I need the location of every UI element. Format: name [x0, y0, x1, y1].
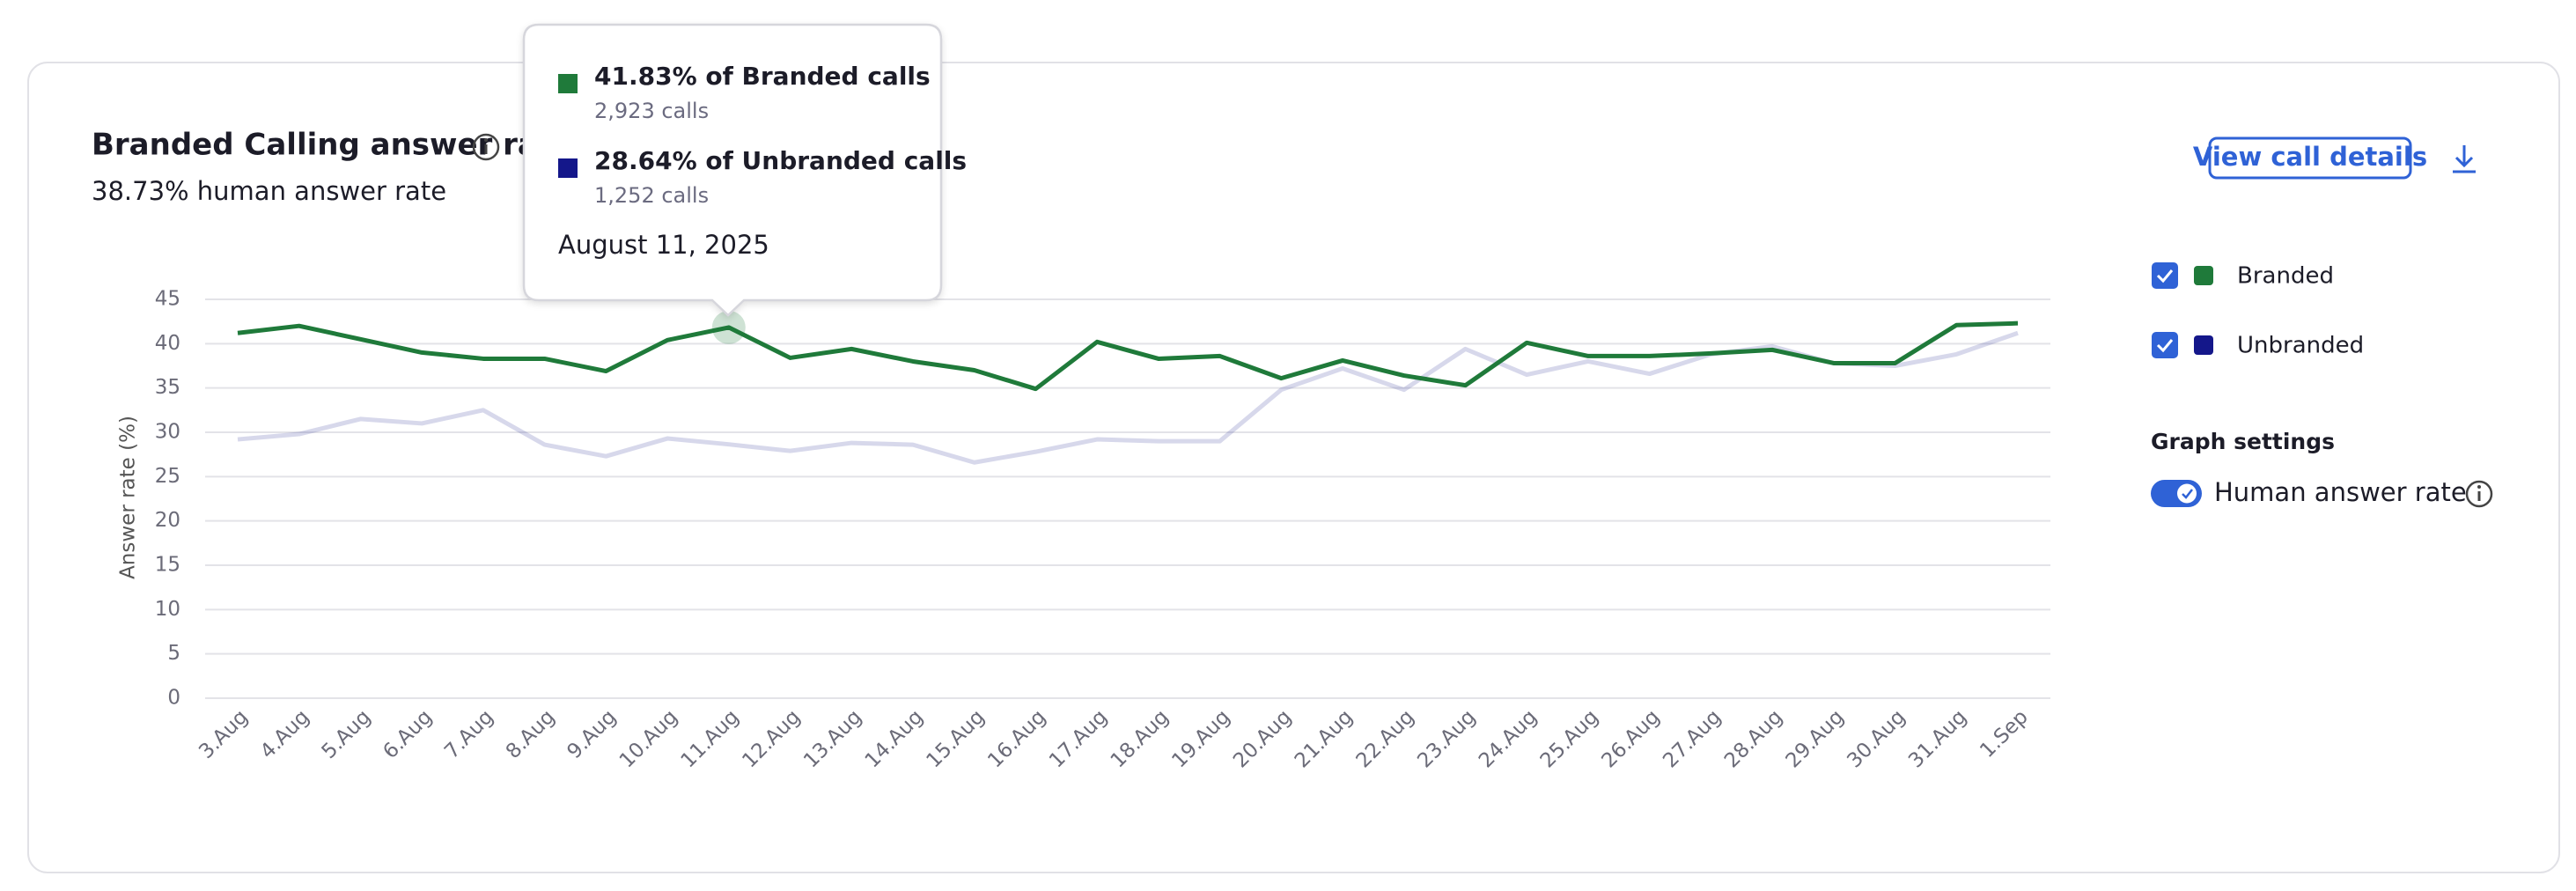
checkbox[interactable]	[2152, 332, 2178, 358]
checkmark	[2156, 269, 2174, 284]
legend-swatch	[2194, 335, 2213, 355]
y-tick-label: 15	[155, 554, 180, 577]
checkbox[interactable]	[2152, 262, 2178, 289]
y-tick-label: 5	[167, 642, 180, 665]
y-tick-label: 20	[155, 509, 180, 532]
tooltip-swatch	[558, 74, 578, 93]
settings-title: Graph settings	[2151, 429, 2335, 454]
tooltip-label: 28.64% of Unbranded calls	[594, 146, 967, 175]
y-tick-label: 45	[155, 288, 180, 311]
y-tick-label: 10	[155, 598, 180, 621]
legend-item[interactable]: Branded	[2152, 262, 2334, 290]
legend-label: Branded	[2237, 263, 2334, 290]
tooltip-sub: 2,923 calls	[594, 99, 709, 123]
y-tick-label: 0	[167, 687, 180, 710]
y-tick-label: 40	[155, 332, 180, 355]
y-axis-title: Answer rate (%)	[117, 416, 140, 579]
y-tick-label: 25	[155, 465, 180, 488]
view-details-text[interactable]: View call details	[2193, 142, 2427, 172]
tooltip: 41.83% of Branded calls 2,923 calls 28.6…	[522, 23, 967, 317]
y-tick-label: 30	[155, 421, 180, 444]
toggle-label: Human answer rate	[2214, 477, 2467, 507]
title: Branded Calling answer rate	[92, 128, 572, 163]
hover-point	[711, 310, 746, 344]
tooltip-label: 41.83% of Branded calls	[594, 62, 931, 91]
subtitle: 38.73% human answer rate	[92, 176, 446, 206]
checkmark	[2156, 339, 2174, 353]
view-details-button[interactable]	[2208, 136, 2412, 180]
series-line	[237, 320, 2019, 392]
toggle[interactable]	[2151, 480, 2202, 507]
legend-label: Unbranded	[2237, 333, 2364, 359]
tooltip-date: August 11, 2025	[558, 230, 769, 260]
y-tick-label: 35	[155, 376, 180, 399]
legend-item[interactable]: Unbranded	[2152, 332, 2364, 359]
tooltip-sub: 1,252 calls	[594, 183, 709, 208]
legend: Branded Unbranded	[2152, 262, 2364, 359]
download-icon[interactable]	[2453, 145, 2476, 173]
legend-swatch	[2194, 266, 2213, 285]
info-icon[interactable]	[2465, 480, 2493, 508]
info-icon[interactable]	[472, 133, 500, 161]
tooltip-swatch	[558, 158, 578, 178]
